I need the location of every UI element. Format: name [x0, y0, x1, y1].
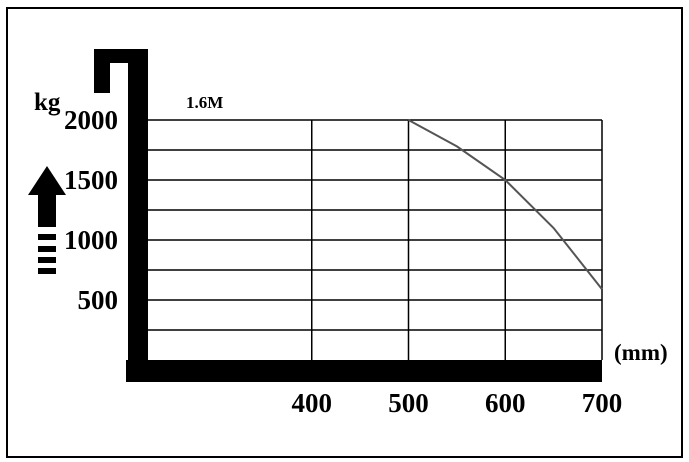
y-axis-label: kg — [34, 89, 61, 116]
y-tick-label: 2000 — [64, 105, 118, 135]
up-arrow-icon — [28, 166, 66, 274]
chart-frame — [6, 7, 683, 458]
fork-bracket-icon — [94, 49, 602, 382]
y-tick-label: 1500 — [64, 165, 118, 195]
x-tick-labels: 400 500 600 700 — [292, 388, 623, 418]
y-tick-labels: 2000 1500 1000 500 — [64, 105, 118, 315]
x-tick-label: 500 — [388, 388, 429, 418]
x-axis-label: (mm) — [614, 340, 668, 365]
x-tick-label: 600 — [485, 388, 526, 418]
chart-title: 1.6M — [186, 93, 223, 112]
x-tick-label: 400 — [292, 388, 333, 418]
y-tick-label: 500 — [78, 285, 119, 315]
x-tick-label: 700 — [582, 388, 623, 418]
y-tick-label: 1000 — [64, 225, 118, 255]
grid-lines — [148, 119, 603, 360]
series-line — [408, 119, 603, 290]
